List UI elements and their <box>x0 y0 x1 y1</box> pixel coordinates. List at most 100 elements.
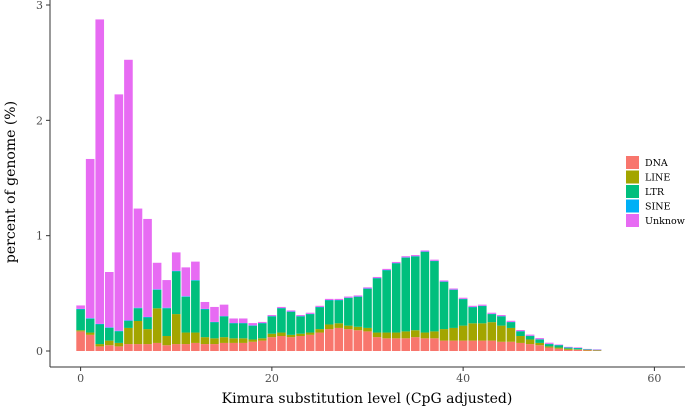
bar-dna-39 <box>449 340 458 351</box>
legend: DNA LINE LTR SINE Unknown <box>626 156 685 227</box>
bar-sine-5 <box>124 320 133 322</box>
bar-line-21 <box>277 332 286 337</box>
x-axis-title: Kimura substitution level (CpG adjusted) <box>222 391 513 407</box>
bar-unknown-14 <box>210 306 219 322</box>
bar-ltr-27 <box>334 300 344 324</box>
bar-dna-29 <box>353 330 363 351</box>
bar-ltr-45 <box>506 322 516 328</box>
bar-dna-5 <box>124 344 133 351</box>
bar-line-38 <box>439 329 449 341</box>
bar-unknown-8 <box>152 262 162 290</box>
bar-unknown-20 <box>267 315 277 317</box>
bar-line-50 <box>554 347 564 349</box>
bar-ltr-29 <box>353 296 363 327</box>
bar-ltr-11 <box>181 296 191 333</box>
bar-ltr-48 <box>535 339 544 343</box>
bar-ltr-12 <box>191 280 200 333</box>
bar-dna-10 <box>171 344 181 351</box>
bar-ltr-31 <box>372 278 382 333</box>
bar-line-39 <box>449 327 458 341</box>
bar-unknown-7 <box>143 218 152 317</box>
bar-line-15 <box>219 337 229 343</box>
bar-unknown-40 <box>458 297 468 299</box>
bar-line-24 <box>305 332 315 335</box>
bar-ltr-36 <box>420 251 430 333</box>
bar-line-20 <box>267 333 277 338</box>
bar-line-2 <box>95 344 105 347</box>
legend-label-line: LINE <box>645 173 670 184</box>
bar-unknown-35 <box>411 255 420 257</box>
bar-dna-16 <box>229 342 238 351</box>
bar-sine-9 <box>162 307 171 309</box>
bar-line-46 <box>516 336 525 343</box>
bar-dna-47 <box>525 344 535 351</box>
bar-dna-43 <box>487 340 497 351</box>
bar-unknown-4 <box>114 94 124 331</box>
bar-dna-50 <box>554 348 564 351</box>
bar-dna-12 <box>191 342 200 351</box>
bar-dna-49 <box>544 347 554 351</box>
legend-label-sine: SINE <box>645 202 671 213</box>
bar-dna-46 <box>516 342 525 351</box>
bar-dna-24 <box>305 334 315 351</box>
bar-unknown-11 <box>181 267 191 297</box>
bar-ltr-34 <box>401 257 411 332</box>
bar-dna-28 <box>344 329 353 351</box>
legend-swatch-dna <box>626 156 639 169</box>
bar-dna-2 <box>95 346 105 351</box>
bar-ltr-0 <box>76 309 85 331</box>
bar-ltr-46 <box>516 331 525 336</box>
bar-line-23 <box>296 333 305 337</box>
axes-layer <box>49 0 685 368</box>
bar-line-3 <box>104 340 114 346</box>
bar-dna-38 <box>439 340 449 351</box>
bar-line-45 <box>506 327 516 342</box>
bar-dna-32 <box>382 338 391 351</box>
bar-ltr-49 <box>544 344 554 347</box>
bar-unknown-52 <box>573 347 583 348</box>
bar-line-26 <box>324 324 334 330</box>
bar-line-44 <box>497 325 506 342</box>
bar-dna-34 <box>401 338 411 351</box>
bar-dna-17 <box>238 342 248 351</box>
bar-sine-4 <box>114 330 124 332</box>
bar-ltr-16 <box>229 323 238 339</box>
bar-unknown-37 <box>430 259 439 261</box>
bar-unknown-28 <box>344 296 353 298</box>
bar-sine-2 <box>95 323 105 325</box>
bar-ltr-28 <box>344 297 353 326</box>
bar-line-36 <box>420 332 430 339</box>
bar-line-10 <box>171 314 181 345</box>
bar-ltr-30 <box>363 288 372 328</box>
bar-unknown-17 <box>238 318 248 324</box>
bar-unknown-24 <box>305 312 315 314</box>
bar-unknown-43 <box>487 312 497 314</box>
bar-ltr-23 <box>296 316 305 334</box>
bar-ltr-33 <box>391 263 401 333</box>
legend-swatch-sine <box>626 199 639 213</box>
bar-ltr-1 <box>85 318 95 333</box>
bar-ltr-32 <box>382 270 391 333</box>
bar-dna-21 <box>277 336 286 351</box>
bar-unknown-12 <box>191 261 200 281</box>
bar-unknown-15 <box>219 304 229 317</box>
bar-unknown-44 <box>497 315 506 317</box>
bar-line-0 <box>76 330 85 332</box>
y-axis-ticks: 0 1 2 3 <box>36 0 50 358</box>
bar-line-1 <box>85 332 95 335</box>
bar-dna-23 <box>296 336 305 351</box>
bar-ltr-14 <box>210 322 219 339</box>
bar-unknown-13 <box>200 301 210 309</box>
bar-unknown-39 <box>449 288 458 290</box>
y-axis-title: percent of genome (%) <box>3 101 19 263</box>
bar-dna-36 <box>420 338 430 351</box>
bar-unknown-29 <box>353 295 363 297</box>
x-axis-ticks: 0 20 40 60 <box>77 367 661 385</box>
bar-dna-6 <box>133 344 143 351</box>
bar-line-14 <box>210 338 219 345</box>
bar-line-27 <box>334 323 344 328</box>
bar-line-49 <box>544 346 554 348</box>
bar-ltr-4 <box>114 331 124 343</box>
bar-line-47 <box>525 339 535 345</box>
